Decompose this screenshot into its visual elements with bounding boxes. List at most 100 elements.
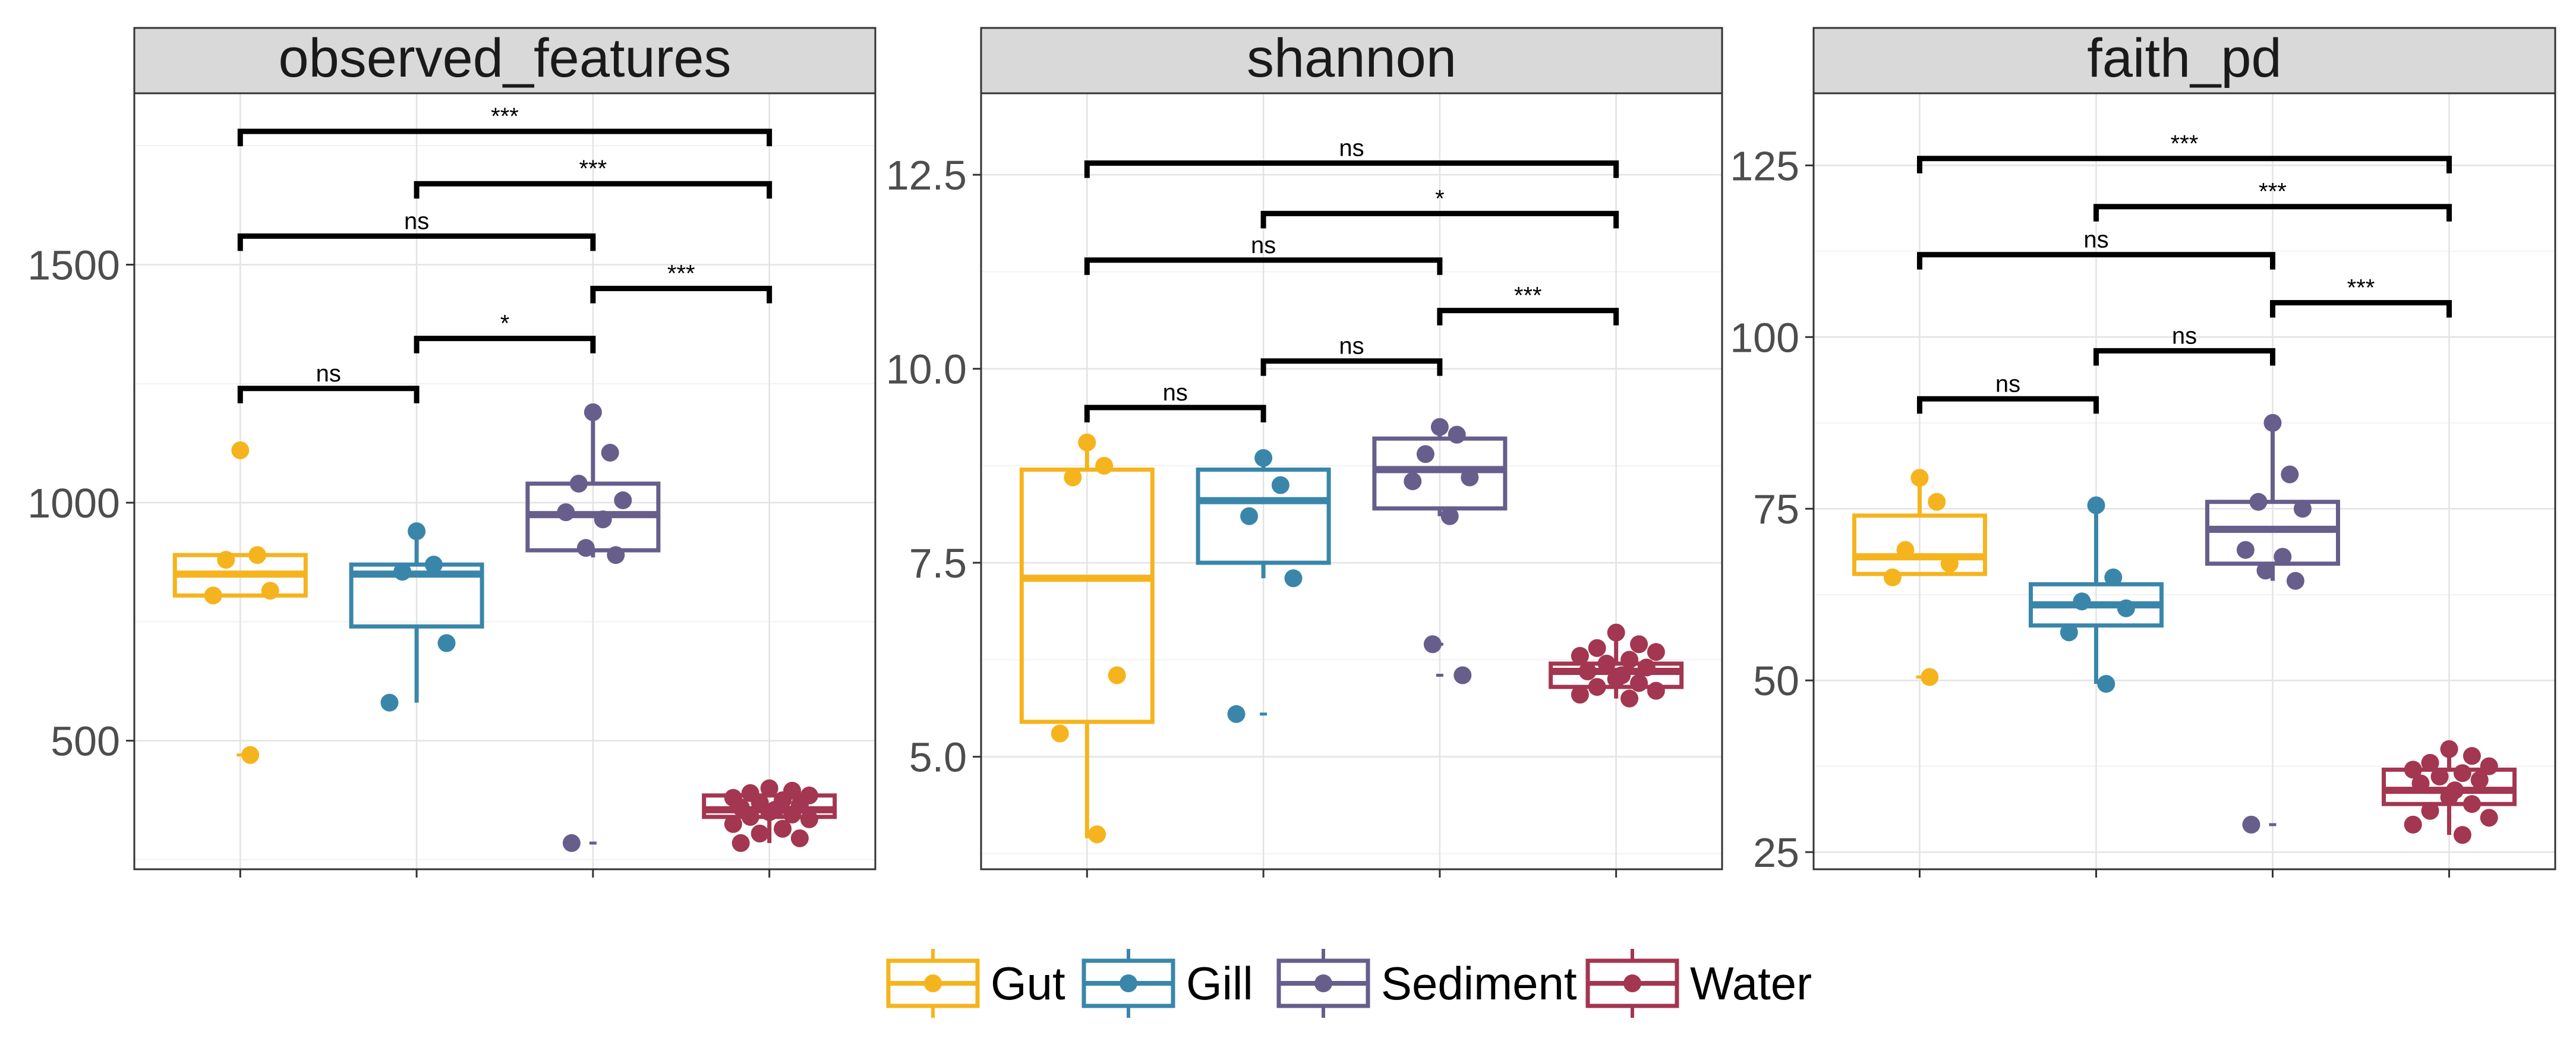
panel-border <box>1812 92 2556 870</box>
data-point <box>2104 568 2123 586</box>
box-gut <box>1019 433 1155 844</box>
data-point <box>783 805 802 824</box>
legend-key-point <box>1120 974 1137 992</box>
significance-bracket: *** <box>1916 131 2452 173</box>
significance-bracket: ns <box>1084 232 1443 275</box>
bracket-line <box>1916 252 2276 270</box>
significance-bracket: *** <box>1437 283 1619 326</box>
data-point <box>1588 678 1606 696</box>
data-point <box>724 815 742 833</box>
legend-label: Sediment <box>1381 957 1577 1009</box>
data-point <box>2117 599 2135 617</box>
box-water <box>702 779 837 852</box>
bracket-line <box>1260 210 1619 229</box>
data-point <box>1051 724 1069 743</box>
significance-label: ns <box>1995 371 2020 397</box>
data-point <box>2480 809 2498 827</box>
data-point <box>2463 795 2481 813</box>
legend-item-gut: Gut <box>886 949 1065 1018</box>
y-tick-label: 75 <box>1753 486 1799 532</box>
legend: Gut Gill Sediment Water <box>886 949 1812 1018</box>
data-point <box>601 443 619 462</box>
box-iqr <box>1852 513 1987 576</box>
data-point <box>774 819 792 838</box>
bracket-line <box>2093 348 2276 366</box>
significance-label: *** <box>1514 283 1542 309</box>
bracket-line <box>1916 396 2099 414</box>
plot-area <box>134 93 875 869</box>
legend-label: Water <box>1690 957 1812 1009</box>
data-point <box>594 510 612 529</box>
bracket-line <box>1084 160 1619 178</box>
significance-label: *** <box>579 156 607 182</box>
plot-area <box>1814 93 2555 869</box>
data-point <box>261 582 279 600</box>
data-point <box>1227 705 1246 723</box>
data-point <box>2242 815 2260 834</box>
significance-bracket: ns <box>1916 371 2099 414</box>
significance-bracket: * <box>1260 185 1619 229</box>
data-point <box>2281 465 2299 484</box>
data-point <box>1647 682 1665 700</box>
significance-label: ns <box>2083 227 2108 253</box>
box-water <box>1549 623 1684 708</box>
data-point <box>1254 449 1273 467</box>
significance-label: ns <box>404 208 429 234</box>
data-point <box>1423 635 1442 654</box>
data-point <box>2073 592 2091 611</box>
y-tick-label: 7.5 <box>909 540 967 586</box>
data-point <box>557 503 575 522</box>
y-tick-label: 10.0 <box>886 346 967 393</box>
data-point <box>1588 639 1606 657</box>
significance-bracket: *** <box>590 261 773 304</box>
data-point <box>2440 788 2458 806</box>
bracket-line <box>414 336 596 354</box>
significance-label: *** <box>2259 179 2287 205</box>
significance-label: *** <box>2347 275 2375 301</box>
data-point <box>2421 753 2439 772</box>
bracket-line <box>1437 308 1619 326</box>
data-point <box>1647 643 1665 661</box>
box-iqr <box>1196 467 1331 565</box>
data-point <box>1088 825 1106 844</box>
y-tick-label: 50 <box>1753 658 1799 704</box>
data-point <box>217 551 235 569</box>
data-point <box>584 403 602 421</box>
data-point <box>1940 554 1959 573</box>
data-point <box>732 834 750 852</box>
data-point <box>1108 666 1126 684</box>
y-tick-label: 1000 <box>27 480 120 526</box>
bracket-line <box>1084 257 1443 275</box>
data-point <box>2274 548 2292 566</box>
data-point <box>1607 670 1625 689</box>
box-iqr <box>1019 467 1155 724</box>
data-point <box>1597 654 1616 673</box>
significance-label: ns <box>1339 333 1364 359</box>
significance-bracket: *** <box>414 156 773 199</box>
significance-bracket: *** <box>2270 275 2452 318</box>
significance-label: *** <box>2171 131 2199 157</box>
data-point <box>408 522 426 541</box>
data-point <box>1453 666 1472 684</box>
facet-panel-shannon: shannon 5.0 7.5 10.0 12.5 ns * ns *** ns ns <box>886 27 1723 878</box>
box-iqr <box>1372 436 1508 511</box>
facet-panel-observed-features: observed_features50010001500******ns****… <box>27 27 876 878</box>
data-point <box>1271 476 1289 494</box>
data-point <box>1637 658 1656 677</box>
significance-label: ns <box>1251 232 1276 258</box>
bracket-line <box>1084 405 1266 422</box>
data-point <box>1440 507 1459 525</box>
legend-item-sediment: Sediment <box>1276 949 1577 1018</box>
data-point <box>1078 433 1096 452</box>
data-point <box>1630 674 1648 692</box>
data-point <box>1630 635 1648 654</box>
data-point <box>2060 623 2078 642</box>
data-point <box>1571 686 1589 704</box>
data-point <box>2249 493 2268 511</box>
significance-label: ns <box>316 361 341 387</box>
significance-bracket: *** <box>2093 179 2452 222</box>
bracket-line <box>2270 300 2452 318</box>
legend-item-gill: Gill <box>1082 949 1253 1018</box>
